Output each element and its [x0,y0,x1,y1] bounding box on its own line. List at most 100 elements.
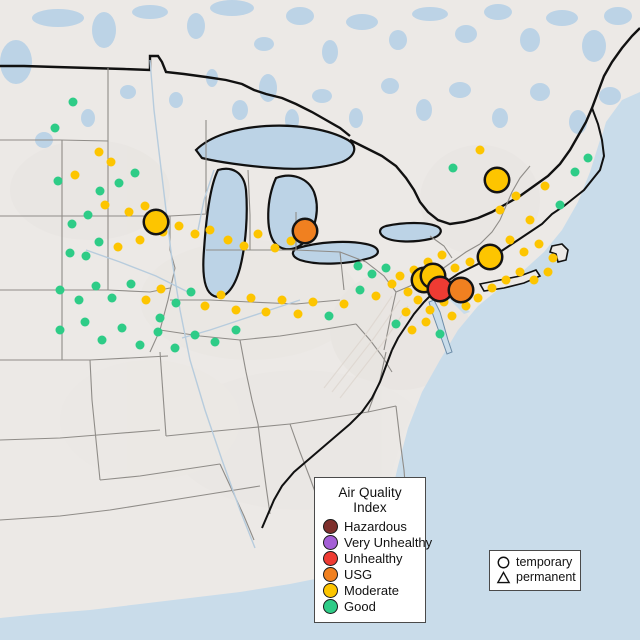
aqi-point[interactable] [53,176,63,186]
aqi-point[interactable] [80,317,90,327]
aqi-point[interactable] [261,307,271,317]
aqi-point[interactable] [519,247,529,257]
aqi-point[interactable] [448,163,458,173]
legend-item-hazardous[interactable]: Hazardous [323,519,417,534]
aqi-point[interactable] [114,178,124,188]
aqi-point[interactable] [246,293,256,303]
legend-item-moderate[interactable]: Moderate [323,583,417,598]
aqi-point[interactable] [395,271,405,281]
aqi-point[interactable] [515,267,525,277]
aqi-point[interactable] [50,123,60,133]
aqi-point[interactable] [231,325,241,335]
aqi-point[interactable] [141,295,151,305]
aqi-point[interactable] [421,317,431,327]
aqi-point[interactable] [186,287,196,297]
aqi-point[interactable] [570,167,580,177]
aqi-point[interactable] [216,290,226,300]
aqi-point[interactable] [81,251,91,261]
aqi-point[interactable] [95,186,105,196]
aqi-point[interactable] [543,267,553,277]
aqi-point[interactable] [100,200,110,210]
aqi-point[interactable] [548,253,558,263]
aqi-point[interactable] [231,305,241,315]
aqi-point[interactable] [447,311,457,321]
aqi-point[interactable] [70,170,80,180]
aqi-point[interactable] [74,295,84,305]
aqi-point-highlighted[interactable] [484,167,510,193]
aqi-point-highlighted[interactable] [292,218,318,244]
aqi-point[interactable] [190,330,200,340]
aqi-point[interactable] [155,313,165,323]
aqi-point[interactable] [156,284,166,294]
aqi-point[interactable] [135,340,145,350]
aqi-point[interactable] [270,243,280,253]
aqi-point[interactable] [286,236,296,246]
aqi-point[interactable] [407,325,417,335]
aqi-point[interactable] [107,293,117,303]
aqi-point[interactable] [423,257,433,267]
aqi-point[interactable] [65,248,75,258]
aqi-point[interactable] [495,205,505,215]
aqi-point[interactable] [55,285,65,295]
aqi-point[interactable] [174,221,184,231]
aqi-point[interactable] [205,225,215,235]
aqi-point[interactable] [475,145,485,155]
aqi-point[interactable] [583,153,593,163]
aqi-point[interactable] [140,201,150,211]
aqi-point[interactable] [529,275,539,285]
aqi-point[interactable] [367,269,377,279]
legend-item-usg[interactable]: USG [323,567,417,582]
aqi-point[interactable] [68,97,78,107]
aqi-point[interactable] [124,207,134,217]
aqi-point[interactable] [555,200,565,210]
aqi-point[interactable] [487,283,497,293]
aqi-point[interactable] [461,301,471,311]
aqi-point[interactable] [117,323,127,333]
aqi-point[interactable] [130,168,140,178]
aqi-point[interactable] [501,275,511,285]
aqi-point[interactable] [435,329,445,339]
aqi-point-highlighted[interactable] [448,277,474,303]
aqi-point[interactable] [171,298,181,308]
aqi-point[interactable] [391,319,401,329]
aqi-point[interactable] [239,241,249,251]
aqi-point[interactable] [91,281,101,291]
aqi-point[interactable] [540,181,550,191]
aqi-point[interactable] [67,219,77,229]
legend-item-temporary[interactable]: temporary [496,555,573,570]
aqi-point[interactable] [371,291,381,301]
aqi-point[interactable] [439,297,449,307]
aqi-point[interactable] [465,257,475,267]
aqi-point[interactable] [83,210,93,220]
aqi-point-highlighted[interactable] [477,244,503,270]
aqi-point[interactable] [94,147,104,157]
aqi-point[interactable] [425,305,435,315]
aqi-point-highlighted[interactable] [143,209,169,235]
aqi-point[interactable] [113,242,123,252]
aqi-point[interactable] [413,295,423,305]
aqi-point[interactable] [94,237,104,247]
aqi-point[interactable] [190,229,200,239]
aqi-point[interactable] [401,307,411,317]
aqi-point[interactable] [126,279,136,289]
aqi-point[interactable] [355,285,365,295]
aqi-point[interactable] [534,239,544,249]
aqi-point[interactable] [135,235,145,245]
aqi-point[interactable] [473,293,483,303]
aqi-point[interactable] [97,335,107,345]
aqi-point[interactable] [55,325,65,335]
aqi-point[interactable] [324,311,334,321]
legend-item-unhealthy[interactable]: Unhealthy [323,551,417,566]
aqi-point[interactable] [253,229,263,239]
aqi-point[interactable] [106,157,116,167]
aqi-point[interactable] [353,261,363,271]
aqi-point[interactable] [437,250,447,260]
aqi-point[interactable] [387,279,397,289]
legend-item-very-unhealthy[interactable]: Very Unhealthy [323,535,432,550]
aqi-point[interactable] [293,309,303,319]
aqi-point[interactable] [381,263,391,273]
aqi-point[interactable] [403,287,413,297]
legend-item-permanent[interactable]: permanent [496,570,576,585]
aqi-point[interactable] [308,297,318,307]
aqi-point[interactable] [170,343,180,353]
